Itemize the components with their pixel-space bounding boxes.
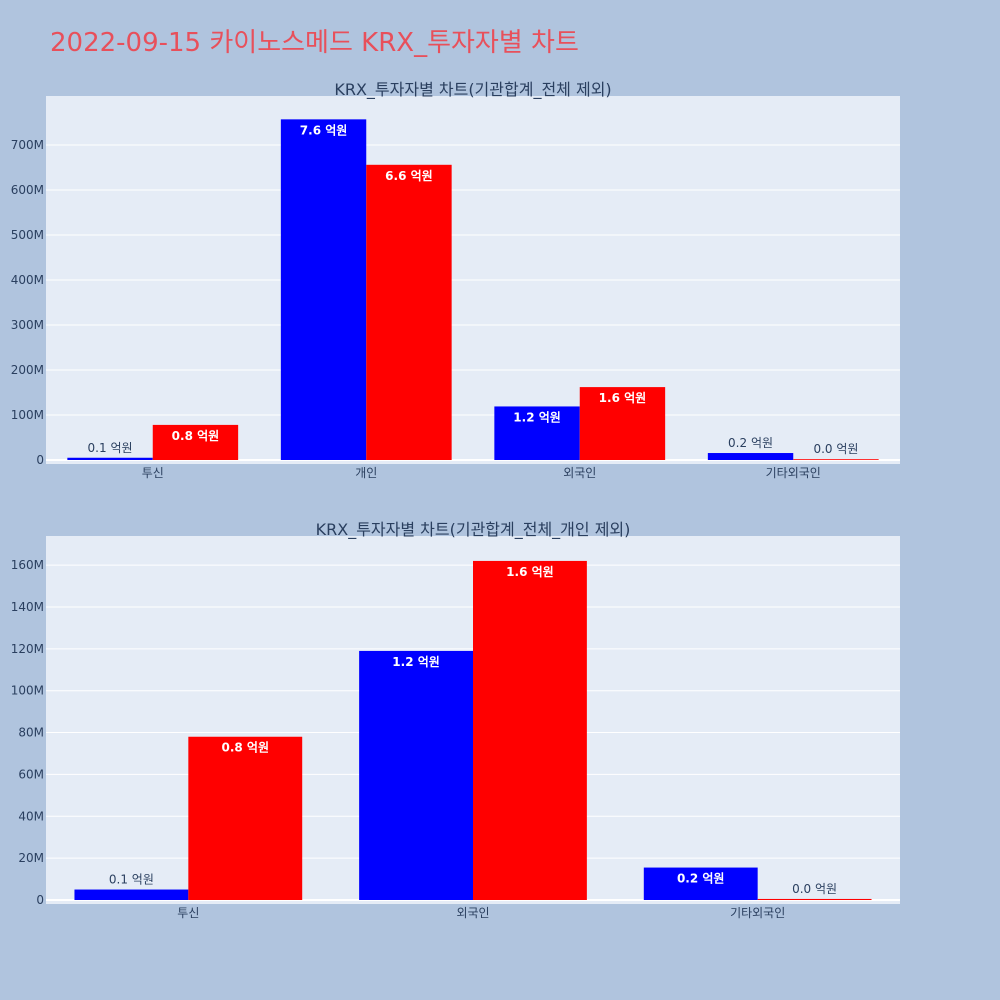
chart1-data-label: 0.1 억원 — [88, 441, 133, 455]
chart2-data-label: 1.2 억원 — [392, 655, 440, 669]
chart1-ytick-label: 0 — [36, 453, 44, 467]
chart1-ytick-label: 500M — [11, 228, 44, 242]
chart1-data-label: 6.6 억원 — [385, 169, 433, 183]
chart2-title: KRX_투자자별 차트(기관합계_전체_개인 제외) — [316, 520, 631, 540]
chart1-xtick-label: 기타외국인 — [766, 466, 821, 480]
chart2-bar[interactable] — [74, 889, 189, 900]
chart2-ytick-label: 160M — [11, 558, 44, 572]
chart2-data-label: 0.8 억원 — [222, 741, 270, 755]
chart1-ytick-label: 300M — [11, 318, 44, 332]
chart1-xtick-label: 개인 — [355, 466, 377, 480]
chart2-data-label: 0.2 억원 — [677, 872, 725, 886]
chart1-data-label: 0.8 억원 — [172, 429, 220, 443]
chart1-bar[interactable] — [793, 459, 879, 460]
chart2-ytick-label: 120M — [11, 642, 44, 656]
chart2-data-label: 0.0 억원 — [792, 882, 837, 896]
chart2-ytick-label: 0 — [36, 893, 44, 907]
chart1-data-label: 1.2 억원 — [513, 410, 561, 424]
chart2-ytick-label: 60M — [18, 767, 44, 781]
chart1-ytick-label: 200M — [11, 363, 44, 377]
chart1-data-label: 7.6 억원 — [300, 123, 348, 137]
chart1-ytick-label: 600M — [11, 183, 44, 197]
chart1-xtick-label: 투신 — [142, 466, 164, 480]
chart2-data-label: 1.6 억원 — [506, 565, 554, 579]
chart1-bar[interactable] — [579, 387, 666, 460]
chart2-xtick-label: 투신 — [177, 906, 199, 920]
chart2-bar[interactable] — [757, 898, 872, 900]
chart2-bar[interactable] — [473, 560, 587, 900]
chart2-xtick-label: 외국인 — [456, 906, 489, 920]
chart1-bar[interactable] — [152, 424, 239, 460]
chart1-data-label: 0.2 억원 — [728, 436, 773, 450]
page-title: 2022-09-15 카이노스메드 KRX_투자자별 차트 — [50, 28, 579, 58]
chart1-bar[interactable] — [366, 164, 452, 461]
chart2-bar[interactable] — [643, 867, 758, 900]
chart1-title: KRX_투자자별 차트(기관합계_전체 제외) — [334, 80, 611, 100]
chart1-ytick-label: 100M — [11, 408, 44, 422]
chart2-ytick-label: 100M — [11, 684, 44, 698]
chart1-xtick-label: 외국인 — [563, 466, 596, 480]
chart2-data-label: 0.1 억원 — [109, 873, 154, 887]
chart2-bar[interactable] — [359, 650, 473, 900]
chart1-bar[interactable] — [67, 457, 153, 460]
chart2-ytick-label: 140M — [11, 600, 44, 614]
chart1-data-label: 1.6 억원 — [599, 391, 647, 405]
chart1-ytick-label: 700M — [11, 138, 44, 152]
chart2-bar[interactable] — [188, 736, 303, 900]
chart2-ytick-label: 80M — [18, 726, 44, 740]
chart1-data-label: 0.0 억원 — [813, 442, 858, 456]
chart2-xtick-label: 기타외국인 — [730, 906, 785, 920]
chart2-ytick-label: 20M — [18, 851, 44, 865]
chart1-ytick-label: 400M — [11, 273, 44, 287]
chart1-bar[interactable] — [494, 406, 580, 460]
chart1-bar[interactable] — [280, 119, 367, 460]
chart1-bar[interactable] — [707, 453, 794, 460]
chart2-ytick-label: 40M — [18, 809, 44, 823]
